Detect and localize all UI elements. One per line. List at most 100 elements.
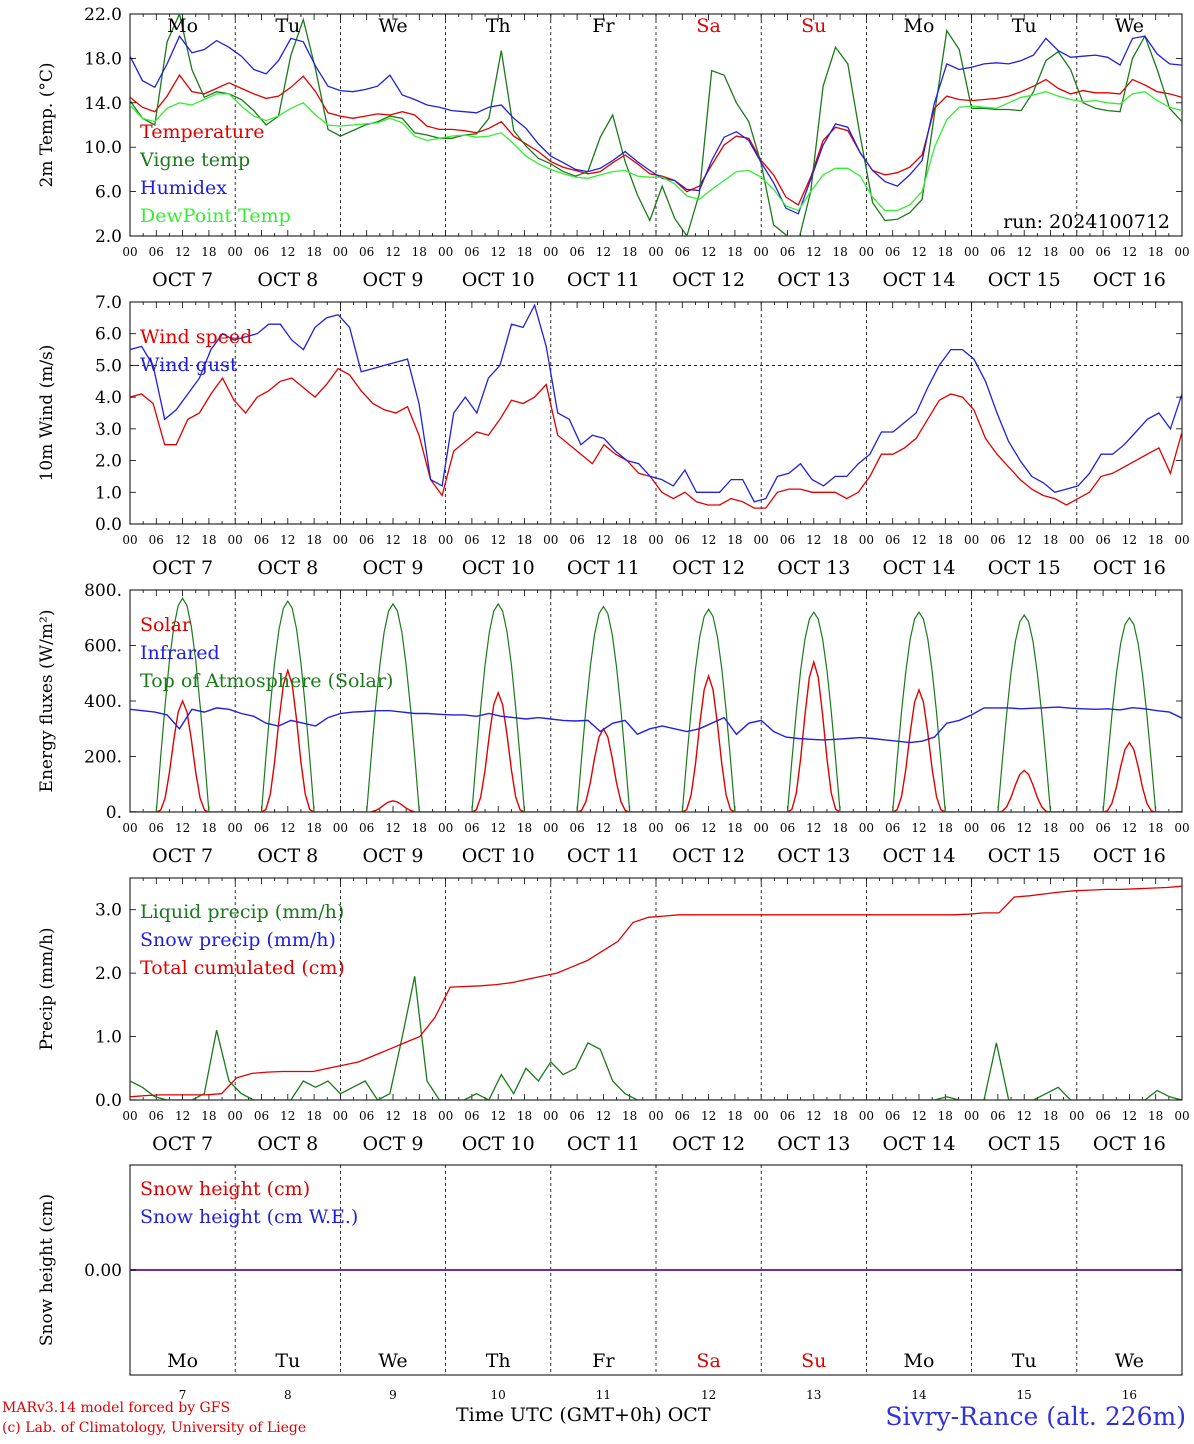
hour-tick-label: 18	[938, 821, 953, 835]
date-label: OCT 15	[988, 269, 1061, 291]
hour-tick-label: 18	[1148, 821, 1163, 835]
date-label: OCT 14	[882, 845, 955, 867]
hour-tick-label: 00	[122, 533, 137, 547]
date-number-label: 15	[1017, 1388, 1032, 1402]
panel-frame-1	[129, 13, 1183, 237]
hour-tick-label: 18	[727, 1109, 742, 1123]
series-infrared	[130, 706, 1182, 744]
legend-entry: Liquid precip (mm/h)	[140, 901, 344, 923]
hour-tick-label: 18	[622, 1109, 637, 1123]
hour-tick-label: 00	[648, 533, 663, 547]
hour-tick-label: 06	[254, 821, 269, 835]
hour-tick-label: 18	[517, 1109, 532, 1123]
hour-tick-label: 12	[280, 821, 295, 835]
hour-tick-label: 06	[254, 1109, 269, 1123]
hour-tick-label: 06	[990, 533, 1005, 547]
hour-tick-label: 12	[911, 1109, 926, 1123]
hour-tick-label: 00	[228, 821, 243, 835]
hour-tick-label: 06	[569, 533, 584, 547]
hour-tick-label: 06	[885, 821, 900, 835]
date-label: OCT 11	[567, 845, 640, 867]
y-tick-label: 800.	[84, 581, 122, 601]
hour-tick-label: 00	[543, 821, 558, 835]
hour-tick-label: 18	[306, 821, 321, 835]
y-axis-label: Snow height (cm)	[37, 1194, 57, 1346]
hour-tick-label: 06	[885, 1109, 900, 1123]
legend-entry: Vigne temp	[139, 149, 250, 171]
legend-entry: Snow precip (mm/h)	[140, 929, 336, 951]
hour-tick-label: 12	[1122, 245, 1137, 259]
hour-axis-panel-4: 00 06 12 18 00 06 12 18 00 06 12 18 00 06 12 18 00 06 12 18…	[122, 1109, 1189, 1155]
date-label: OCT 10	[462, 557, 535, 579]
hour-tick-label: 06	[990, 245, 1005, 259]
date-number-label: 7	[179, 1388, 187, 1402]
date-label: OCT 15	[988, 1133, 1061, 1155]
hour-tick-label: 00	[1069, 821, 1084, 835]
date-label: OCT 13	[777, 845, 850, 867]
hour-tick-label: 06	[1095, 245, 1110, 259]
series-dewpoint-temp	[130, 91, 1182, 212]
y-axis-label: Energy fluxes (W/m²)	[37, 610, 57, 793]
y-tick-label: 0.0	[95, 1091, 122, 1111]
date-label: OCT 9	[363, 845, 424, 867]
series-top-of-atmosphere-solar	[130, 597, 1182, 812]
hour-tick-label: 18	[622, 533, 637, 547]
legend-entry: Temperature	[140, 121, 264, 143]
date-number-label: 14	[911, 1388, 927, 1402]
hour-tick-label: 12	[806, 821, 821, 835]
y-axis-label: Precip (mm/h)	[37, 927, 57, 1050]
date-label: OCT 7	[152, 557, 213, 579]
weekday-label: Su	[801, 1350, 826, 1372]
hour-tick-label: 00	[543, 245, 558, 259]
hour-tick-label: 06	[149, 245, 164, 259]
hour-tick-label: 12	[280, 245, 295, 259]
hour-tick-label: 00	[859, 245, 874, 259]
weekday-label: We	[1115, 15, 1144, 37]
hour-tick-label: 18	[1148, 245, 1163, 259]
date-label: OCT 11	[567, 1133, 640, 1155]
hour-tick-label: 12	[491, 533, 506, 547]
hour-tick-label: 06	[780, 821, 795, 835]
hour-tick-label: 06	[464, 821, 479, 835]
hour-tick-label: 00	[333, 821, 348, 835]
date-label: OCT 7	[152, 1133, 213, 1155]
hour-tick-label: 00	[122, 245, 137, 259]
hour-tick-label: 00	[543, 1109, 558, 1123]
hour-tick-label: 00	[859, 1109, 874, 1123]
date-label: OCT 13	[777, 557, 850, 579]
weekday-label: Th	[486, 1350, 511, 1372]
date-label: OCT 14	[882, 1133, 955, 1155]
hour-tick-label: 06	[464, 245, 479, 259]
date-label: OCT 7	[152, 269, 213, 291]
hour-tick-label: 12	[701, 245, 716, 259]
y-tick-label: 6.0	[95, 325, 122, 345]
hour-tick-label: 18	[1043, 1109, 1058, 1123]
hour-tick-label: 00	[1069, 533, 1084, 547]
y-tick-label: 200.	[84, 748, 122, 768]
date-label: OCT 11	[567, 557, 640, 579]
hour-tick-label: 18	[938, 245, 953, 259]
legend-entry: Infrared	[140, 642, 220, 664]
hour-tick-label: 06	[885, 245, 900, 259]
hour-tick-label: 06	[1095, 821, 1110, 835]
date-label: OCT 8	[257, 1133, 318, 1155]
hour-tick-label: 06	[254, 533, 269, 547]
hour-tick-label: 12	[596, 245, 611, 259]
y-tick-label: 3.0	[95, 420, 122, 440]
hour-tick-label: 12	[911, 821, 926, 835]
hour-tick-label: 06	[254, 245, 269, 259]
run-annotation: run: 2024100712	[1003, 211, 1170, 233]
weekday-label: Th	[486, 15, 511, 37]
hour-tick-label: 12	[806, 245, 821, 259]
hour-tick-label: 06	[149, 821, 164, 835]
hour-tick-label: 18	[306, 1109, 321, 1123]
hour-tick-label: 00	[754, 533, 769, 547]
hour-tick-label: 00	[648, 1109, 663, 1123]
hour-tick-label: 12	[701, 533, 716, 547]
date-label: OCT 10	[462, 1133, 535, 1155]
hour-tick-label: 00	[964, 533, 979, 547]
y-tick-label: 5.0	[95, 356, 122, 376]
panel-frame-2	[129, 301, 1183, 525]
date-label: OCT 14	[882, 269, 955, 291]
